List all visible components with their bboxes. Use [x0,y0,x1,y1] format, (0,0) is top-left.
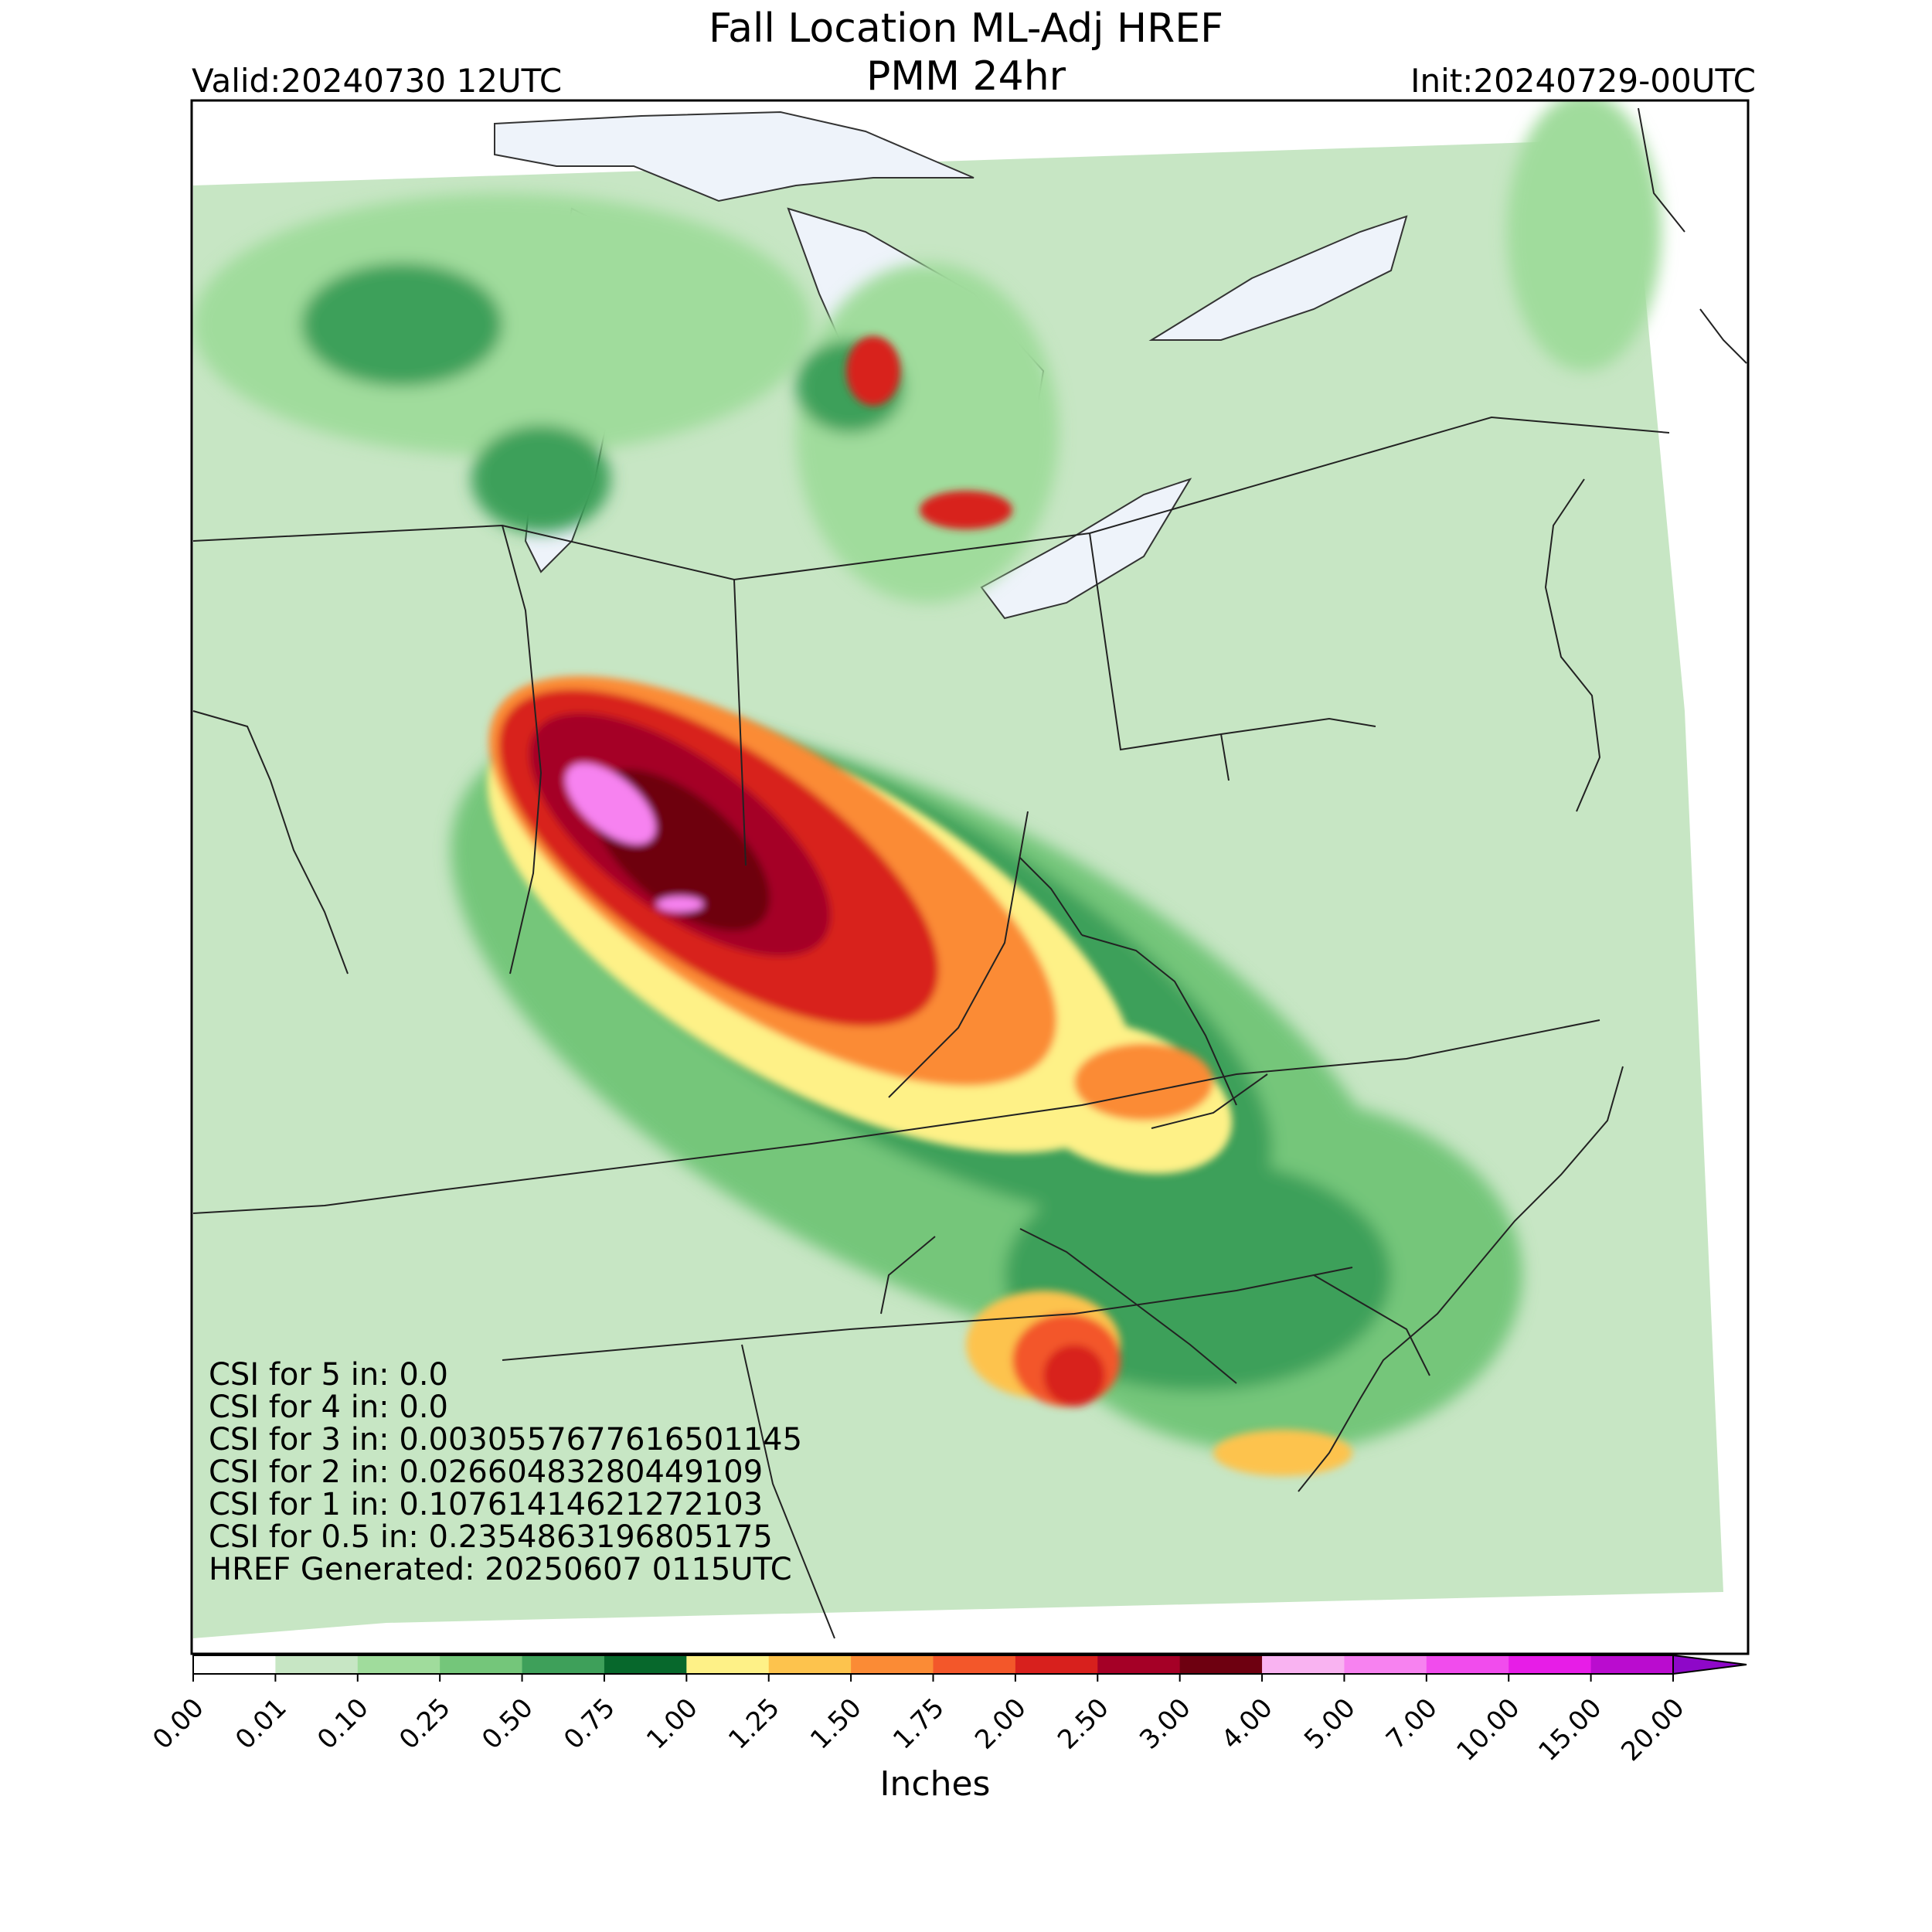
csi-4in: CSI for 4 in: 0.0 [209,1389,448,1425]
colorbar-segment [440,1655,523,1674]
colorbar-segment [1097,1655,1181,1674]
colorbar-label: Inches [879,1764,991,1804]
colorbar-segment [686,1655,770,1674]
generated-time: HREF Generated: 20250607 0115UTC [209,1552,792,1587]
colorbar-segment [604,1655,687,1674]
colorbar-segment [768,1655,852,1674]
colorbar-segment [193,1655,276,1674]
colorbar-segment [1426,1655,1509,1674]
lake-erie [980,478,1192,620]
csi-1in: CSI for 1 in: 0.10761414621272103 [209,1487,764,1522]
coastlines [192,107,1747,1492]
colorbar-segment [275,1655,359,1674]
colorbar-segment [1590,1655,1674,1674]
colorbar [192,1654,1747,1682]
state-boundaries [192,416,1670,1639]
map-frame [190,99,1750,1655]
colorbar-segment [933,1655,1016,1674]
csi-3in: CSI for 3 in: 0.0030557677616501145 [209,1422,803,1458]
lake-ontario [1148,215,1408,341]
valid-time: Valid:20240730 12UTC [192,62,563,100]
extreme-core-pink [565,763,656,845]
colorbar-segment [1344,1655,1427,1674]
colorbar-segment [1262,1655,1345,1674]
colorbar-segment [1179,1655,1263,1674]
colorbar-extension [1672,1654,1747,1675]
colorbar-segment [1509,1655,1592,1674]
csi-05in: CSI for 0.5 in: 0.2354863196805175 [209,1519,773,1555]
init-time: Init:20240729-00UTC [1410,62,1756,100]
colorbar-segment [357,1655,440,1674]
csi-2in: CSI for 2 in: 0.02660483280449109 [209,1454,764,1490]
lake-superior [494,111,975,202]
title-line-2: PMM 24hr [866,53,1066,100]
csi-5in: CSI for 5 in: 0.0 [209,1357,448,1393]
title-line-1: Fall Location ML-Adj HREF [708,5,1224,52]
csi-stats: CSI for 5 in: 0.0 CSI for 4 in: 0.0 CSI … [209,1359,802,1586]
colorbar-segment [851,1655,934,1674]
colorbar-segment [522,1655,605,1674]
colorbar-segment [1015,1655,1098,1674]
